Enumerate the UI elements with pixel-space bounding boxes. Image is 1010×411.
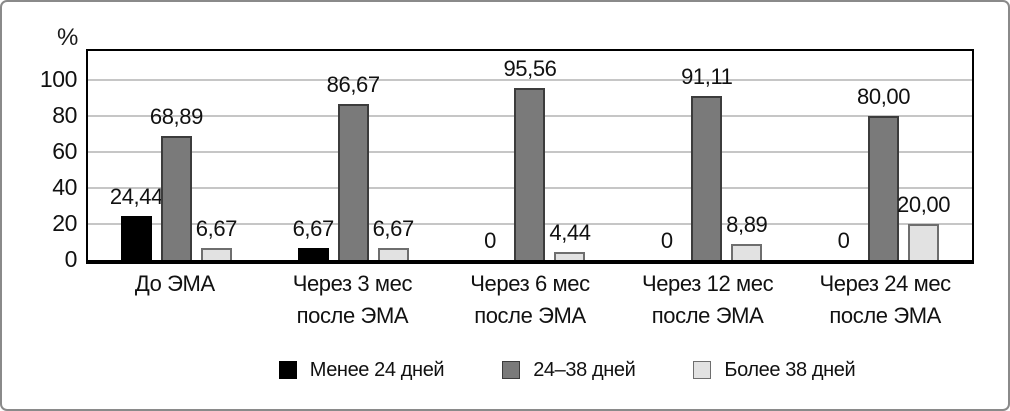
x-category-label-line: Через 24 мес — [819, 271, 952, 296]
bar-value-label: 24,44 — [109, 184, 163, 209]
bar — [554, 252, 586, 260]
legend-item: Более 38 дней — [693, 358, 856, 382]
bar — [731, 244, 763, 260]
legend-swatch — [502, 361, 521, 379]
legend-label: 24–38 дней — [533, 359, 636, 381]
y-tick-label: 80 — [52, 101, 77, 128]
legend: Менее 24 дней 24–38 дней Более 38 дней — [2, 354, 1010, 386]
bar-value-label: 0 — [837, 228, 850, 253]
bar-value-label: 8,89 — [726, 212, 768, 237]
legend-label: Менее 24 дней — [309, 359, 445, 381]
bar-value-label: 86,67 — [326, 72, 380, 97]
y-tick-label: 100 — [39, 65, 78, 92]
bar — [120, 216, 152, 260]
bar — [377, 248, 409, 260]
legend-swatch — [278, 361, 297, 379]
plot-area: 0 20 40 60 80 100 24,44 68,89 6,67 6,67 86,67 6,67… — [40, 49, 974, 272]
bar-value-label: 68,89 — [149, 104, 203, 129]
bar — [691, 96, 723, 260]
y-tick-label: 0 — [64, 246, 78, 272]
bar — [514, 88, 546, 260]
bar-value-label: 91,11 — [681, 64, 733, 89]
bar — [868, 116, 900, 260]
bar-group: 0 80,00 20,00 — [795, 51, 972, 260]
bar-group: 0 95,56 4,44 — [442, 51, 619, 260]
x-category-label-line: после ЭМА — [829, 303, 941, 328]
bar-group: 0 91,11 8,89 — [618, 51, 795, 260]
x-category-label-line: после ЭМА — [296, 303, 409, 328]
y-tick-label: 20 — [52, 209, 77, 236]
bar-value-label: 0 — [484, 228, 496, 253]
x-category-label: Через 12 мес после ЭМА — [619, 268, 797, 332]
y-axis-unit-label: % — [57, 24, 78, 51]
bar-group: 24,44 68,89 6,67 — [88, 51, 265, 260]
legend-swatch — [693, 361, 712, 379]
x-axis-category-labels: До ЭМА Через 3 мес после ЭМА Через 6 мес пос… — [86, 268, 974, 332]
bar-value-label: 95,56 — [503, 56, 557, 81]
legend-item: Менее 24 дней — [278, 358, 445, 382]
bar-groups: 24,44 68,89 6,67 6,67 86,67 6,67 0 95,56 4,44 0 91… — [88, 51, 972, 260]
bar — [908, 224, 940, 260]
x-category-label-line: До ЭМА — [134, 271, 215, 296]
bar-group: 6,67 86,67 6,67 — [265, 51, 442, 260]
bar-value-label: 0 — [660, 228, 673, 253]
bar-value-label: 6,67 — [195, 216, 238, 241]
legend-label: Более 38 дней — [724, 359, 856, 381]
bar-value-label: 4,44 — [549, 220, 591, 245]
bar — [200, 248, 232, 260]
bar-value-label: 80,00 — [857, 84, 911, 109]
x-category-label: Через 24 мес после ЭМА — [796, 268, 974, 332]
legend-item: 24–38 дней — [502, 358, 636, 382]
x-category-label: Через 3 мес после ЭМА — [264, 268, 442, 332]
bar-value-label: 6,67 — [372, 216, 415, 241]
x-category-label-line: после ЭМА — [651, 303, 764, 328]
x-category-label: Через 6 мес после ЭМА — [441, 268, 619, 332]
bar — [160, 136, 192, 260]
gridline — [88, 78, 972, 81]
x-category-label: До ЭМА — [86, 268, 264, 332]
y-tick-label: 40 — [52, 173, 77, 200]
x-category-label-line: Через 6 мес — [470, 271, 590, 296]
bar-value-label: 20,00 — [897, 192, 951, 217]
bar — [297, 248, 329, 260]
x-category-label-line: после ЭМА — [474, 303, 586, 328]
x-category-label-line: Через 3 мес — [292, 271, 413, 296]
y-tick-label: 60 — [52, 137, 77, 164]
x-category-label-line: Через 12 мес — [641, 271, 774, 296]
bar-value-label: 6,67 — [292, 216, 335, 241]
bar — [337, 104, 369, 260]
